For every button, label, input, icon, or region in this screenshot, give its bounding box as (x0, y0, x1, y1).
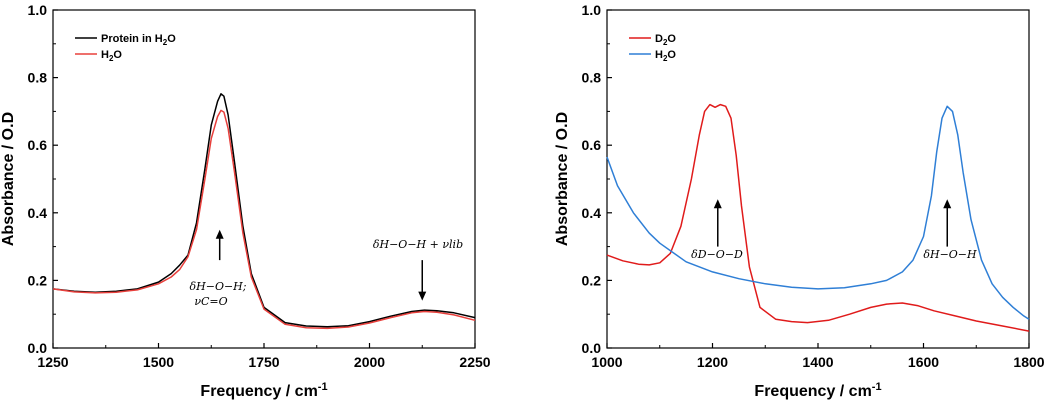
legend-label-1: H2O (101, 49, 122, 63)
series-line-1 (52, 109, 476, 330)
series-line-1 (606, 105, 1030, 320)
annotation-label: δH−O−H + νlib (373, 238, 463, 251)
y-axis-title: Absorbance / O.D (0, 112, 17, 246)
annotation-label: δH−O−H; (190, 280, 247, 293)
series-line-0 (606, 103, 1030, 332)
legend-label-0: Protein in H2O (101, 33, 176, 47)
x-tick-label: 1750 (248, 354, 279, 370)
x-tick-label: 2250 (459, 354, 490, 370)
y-tick-label: 0.2 (582, 272, 602, 288)
x-tick-label: 1400 (802, 354, 833, 370)
y-tick-label: 0.4 (28, 205, 48, 221)
annotation-arrow-head (943, 199, 952, 209)
y-tick-label: 0.2 (28, 272, 48, 288)
x-tick-label: 1200 (697, 354, 728, 370)
y-tick-label: 0.4 (582, 205, 602, 221)
y-tick-label: 0.8 (582, 70, 602, 86)
x-tick-label: 1600 (908, 354, 939, 370)
chart-left: 1250 1500 1750 2000 2250 0.0 0.2 0.4 0.6 0.8 1.0 Fr… (0, 2, 491, 400)
annotation-arrow-head (215, 229, 224, 239)
series-line-0 (52, 93, 476, 328)
x-tick-label: 2000 (354, 354, 385, 370)
y-tick-label: 1.0 (28, 2, 48, 18)
x-tick-label: 1250 (37, 354, 68, 370)
annotation-label: δH−O−H (923, 248, 977, 261)
x-axis-title: Frequency / cm-1 (754, 381, 881, 400)
y-tick-label: 0.6 (582, 137, 602, 153)
y-tick-label: 1.0 (582, 2, 602, 18)
y-tick-label: 0.0 (28, 340, 48, 356)
annotation-label-line2: νC=O (194, 295, 227, 308)
legend-label-1: H2O (655, 49, 676, 63)
annotation-label: δD−O−D (691, 248, 743, 261)
annotation-arrow-head (418, 291, 427, 301)
annotation-arrow-head (713, 199, 722, 209)
x-axis-title: Frequency / cm-1 (200, 381, 327, 400)
chart-right: 1000 1200 1400 1600 1800 0.0 0.2 0.4 0.6 0.8 1.0 Fr… (554, 2, 1045, 400)
y-tick-label: 0.6 (28, 137, 48, 153)
x-tick-label: 1000 (591, 354, 622, 370)
y-axis-title: Absorbance / O.D (554, 112, 571, 246)
y-tick-label: 0.0 (582, 340, 602, 356)
x-tick-label: 1500 (143, 354, 174, 370)
x-tick-label: 1800 (1013, 354, 1044, 370)
y-tick-label: 0.8 (28, 70, 48, 86)
legend-label-0: D2O (655, 33, 676, 47)
